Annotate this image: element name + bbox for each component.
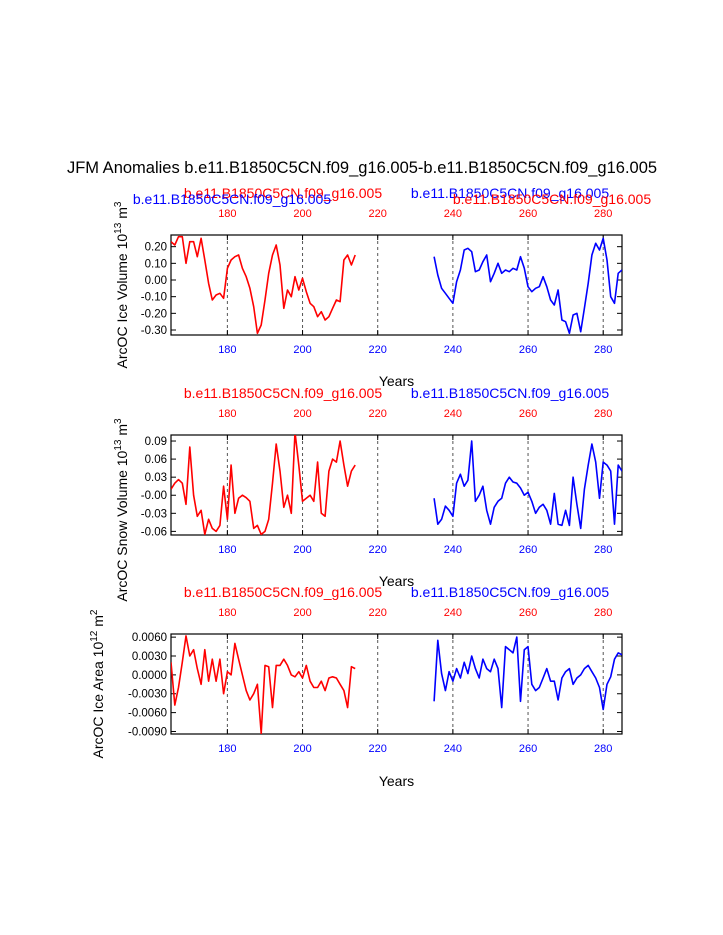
top-tick-label-left: 220 <box>369 208 387 220</box>
series-line-red <box>171 435 356 535</box>
x-tick-label: 200 <box>293 344 311 356</box>
series-line-blue <box>433 440 622 530</box>
top-run-label-right: b.e11.B1850C5CN.f09_g16.005 <box>411 385 609 401</box>
panel-3: 0.0060 0.0030 0.0000 -0.0030 -0.0060 -0.0090 1… <box>89 584 623 789</box>
x-tick-label: 280 <box>594 743 612 755</box>
top-run-label-left: b.e11.B1850C5CN.f09_g16.005 <box>184 385 382 401</box>
y-tick-label: -0.06 <box>141 526 167 538</box>
x-tick-label: 280 <box>594 344 612 356</box>
y-tick-label: 0.10 <box>145 258 167 270</box>
y-tick-label: 0.0030 <box>132 651 167 663</box>
top-tick-label-left: 200 <box>293 408 311 420</box>
y-tick-label: -0.00 <box>141 490 167 502</box>
y-tick-label: -0.0060 <box>128 708 167 720</box>
y-tick-label: -0.30 <box>141 325 167 337</box>
top-run-label-left: b.e11.B1850C5CN.f09_g16.005 <box>184 185 382 201</box>
overlap-run-label-red: b.e11.B1850C5CN.f09_g16.005 <box>453 191 651 207</box>
x-tick-label: 220 <box>369 344 387 356</box>
x-tick-label: 200 <box>293 544 311 556</box>
x-tick-label: 240 <box>444 743 462 755</box>
y-tick-label: -0.0090 <box>128 726 167 738</box>
y-tick-label: 0.06 <box>145 454 167 466</box>
top-tick-label-left: 180 <box>218 408 236 420</box>
x-axis-title: Years <box>379 373 414 389</box>
y-axis-title: ArcOC Snow Volume 1013 m3 <box>113 418 130 602</box>
y-axis-title: ArcOC Ice Volume 1013 m3 <box>113 201 130 368</box>
y-axis-title-sup2: 3 <box>113 201 124 207</box>
y-axis-title-mid: m <box>114 207 130 223</box>
y-axis-title-sup2: 3 <box>113 418 124 424</box>
y-axis-title-mid: m <box>90 615 106 631</box>
y-tick-label: -0.03 <box>141 508 167 520</box>
y-tick-label: -0.0030 <box>128 689 167 701</box>
top-tick-label-right: 240 <box>444 208 462 220</box>
top-tick-label-right: 260 <box>519 408 537 420</box>
y-axis-title-sup1: 13 <box>113 222 124 234</box>
x-tick-label: 260 <box>519 344 537 356</box>
y-axis-title-sup2: 2 <box>89 609 100 615</box>
plot-frame <box>170 434 623 536</box>
overlap-run-label-blue: b.e11.B1850C5CN.f09_g16.005 <box>133 191 331 207</box>
y-tick-label: 0.03 <box>145 472 167 484</box>
series-line-blue <box>433 237 622 335</box>
top-run-label-right: b.e11.B1850C5CN.f09_g16.005 <box>411 185 609 201</box>
x-tick-label: 220 <box>369 743 387 755</box>
x-tick-label: 180 <box>218 544 236 556</box>
y-tick-label: 0.20 <box>145 242 167 254</box>
y-tick-label: 0.00 <box>145 275 167 287</box>
series-line-blue <box>433 636 622 711</box>
x-axis-title: Years <box>379 573 414 589</box>
y-tick-label: 0.09 <box>145 436 167 448</box>
top-tick-label-left: 180 <box>218 208 236 220</box>
top-tick-label-left: 200 <box>293 208 311 220</box>
y-tick-label: -0.10 <box>141 292 167 304</box>
series-line-red <box>171 235 356 335</box>
top-tick-label-left: 220 <box>369 408 387 420</box>
x-tick-label: 280 <box>594 544 612 556</box>
top-tick-label-right: 260 <box>519 208 537 220</box>
top-tick-label-left: 220 <box>369 607 387 619</box>
top-tick-label-right: 280 <box>594 408 612 420</box>
plot-frame <box>170 234 623 336</box>
top-tick-label-left: 200 <box>293 607 311 619</box>
top-tick-label-right: 240 <box>444 408 462 420</box>
x-tick-label: 180 <box>218 743 236 755</box>
figure-title: JFM Anomalies b.e11.B1850C5CN.f09_g16.00… <box>67 159 657 177</box>
panel-1: 0.20 0.10 0.00 -0.10 -0.20 -0.30 180 200 220 240 2… <box>113 185 623 389</box>
y-axis-title-mid: m <box>114 424 130 440</box>
y-tick-label: 0.0060 <box>132 632 167 644</box>
x-tick-label: 200 <box>293 743 311 755</box>
y-axis-title-main: ArcOC Snow Volume 10 <box>114 450 130 601</box>
x-tick-label: 220 <box>369 544 387 556</box>
y-axis-title-main: ArcOC Ice Area 10 <box>90 642 106 759</box>
y-axis-title-sup1: 13 <box>113 439 124 451</box>
y-axis-title: ArcOC Ice Area 1012 m2 <box>89 609 106 758</box>
top-tick-label-right: 240 <box>444 607 462 619</box>
y-axis-title-main: ArcOC Ice Volume 10 <box>114 234 130 369</box>
top-run-label-left: b.e11.B1850C5CN.f09_g16.005 <box>184 584 382 600</box>
x-axis-title: Years <box>379 773 414 789</box>
top-tick-label-right: 260 <box>519 607 537 619</box>
x-tick-label: 260 <box>519 743 537 755</box>
panel-2: 0.09 0.06 0.03 -0.00 -0.03 -0.06 180 200 220 240 2… <box>113 385 623 602</box>
y-tick-label: -0.20 <box>141 308 167 320</box>
y-axis-title-sup1: 12 <box>89 630 100 642</box>
top-tick-label-right: 280 <box>594 607 612 619</box>
y-tick-label: 0.0000 <box>132 670 167 682</box>
top-run-label-right: b.e11.B1850C5CN.f09_g16.005 <box>411 584 609 600</box>
x-tick-label: 240 <box>444 344 462 356</box>
top-tick-label-right: 280 <box>594 208 612 220</box>
x-tick-label: 240 <box>444 544 462 556</box>
x-tick-label: 180 <box>218 344 236 356</box>
top-tick-label-left: 180 <box>218 607 236 619</box>
plot-frame <box>170 633 623 735</box>
x-tick-label: 260 <box>519 544 537 556</box>
series-line-red <box>171 635 356 734</box>
